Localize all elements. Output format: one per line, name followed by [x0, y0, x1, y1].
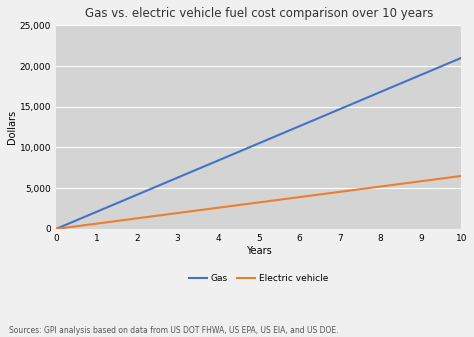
Gas: [337, 107, 343, 111]
Line: Gas: Gas: [56, 58, 461, 229]
Gas: [53, 227, 59, 231]
Title: Gas vs. electric vehicle fuel cost comparison over 10 years: Gas vs. electric vehicle fuel cost compa…: [84, 7, 433, 20]
Electric vehicle: [337, 190, 343, 194]
Electric vehicle: [53, 227, 59, 231]
Text: Sources: GPI analysis based on data from US DOT FHWA, US EPA, US EIA, and US DOE: Sources: GPI analysis based on data from…: [9, 326, 339, 335]
Gas: [256, 141, 262, 145]
Electric vehicle: [94, 222, 100, 226]
Gas: [418, 73, 424, 77]
Gas: [215, 158, 221, 162]
Electric vehicle: [175, 211, 181, 215]
Electric vehicle: [296, 195, 302, 199]
Y-axis label: Dollars: Dollars: [7, 110, 17, 144]
Line: Electric vehicle: Electric vehicle: [56, 176, 461, 229]
Electric vehicle: [256, 201, 262, 205]
X-axis label: Years: Years: [246, 246, 272, 255]
Electric vehicle: [377, 185, 383, 189]
Gas: [134, 193, 140, 197]
Gas: [94, 210, 100, 214]
Legend: Gas, Electric vehicle: Gas, Electric vehicle: [186, 270, 332, 286]
Gas: [296, 124, 302, 128]
Gas: [377, 90, 383, 94]
Electric vehicle: [458, 174, 464, 178]
Gas: [175, 176, 181, 180]
Electric vehicle: [215, 206, 221, 210]
Gas: [458, 56, 464, 60]
Electric vehicle: [134, 216, 140, 220]
Electric vehicle: [418, 179, 424, 183]
